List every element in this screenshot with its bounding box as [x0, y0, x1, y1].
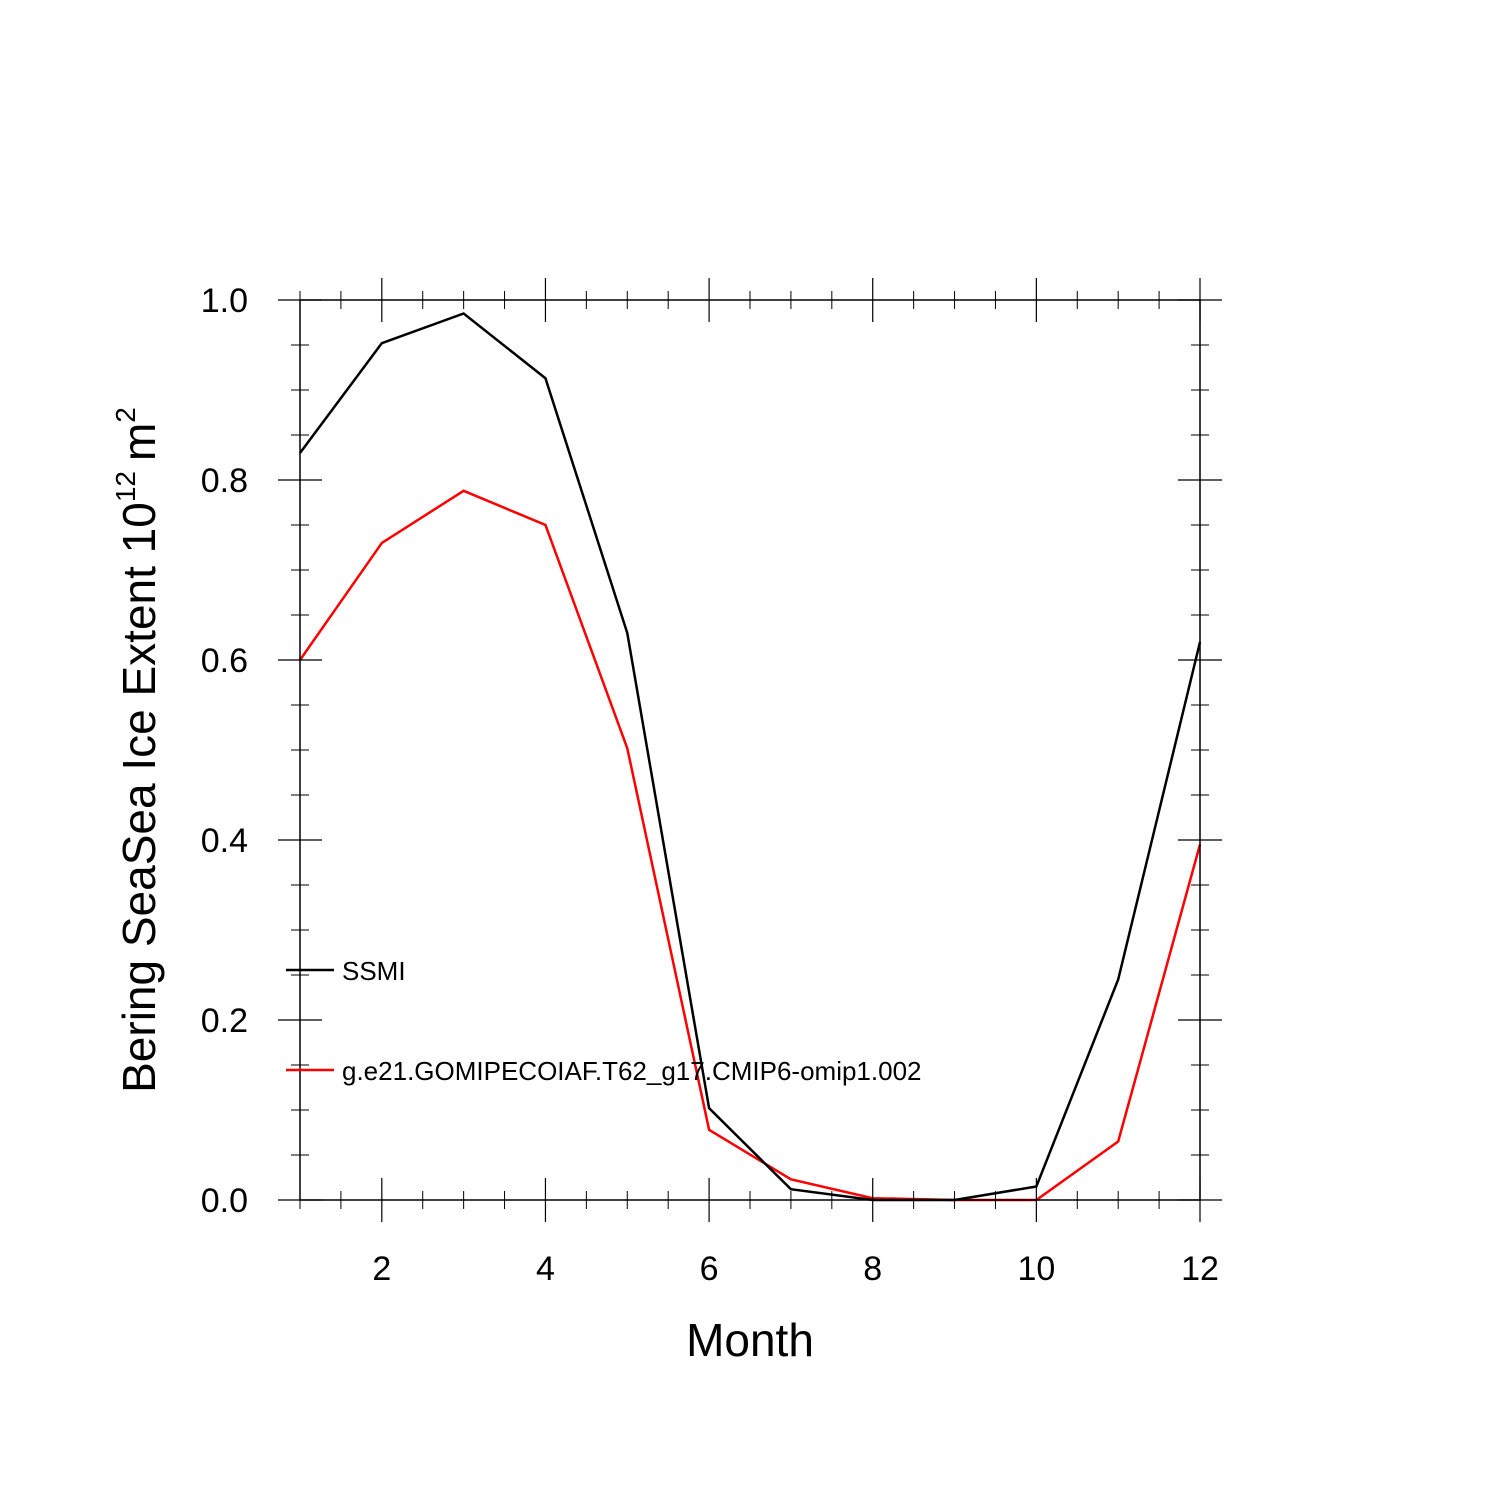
x-tick-label: 12 — [1181, 1250, 1219, 1288]
series-layer — [298, 312, 1202, 1202]
y-axis-title: Bering SeaSea Ice Extent 1012 m2 — [110, 407, 165, 1093]
legend-label-ssmi: SSMI — [342, 956, 406, 986]
x-tick-label: 4 — [536, 1250, 555, 1288]
series-line-model — [298, 489, 1202, 1202]
x-axis-title: Month — [686, 1314, 814, 1366]
legend-label-model: g.e21.GOMIPECOIAF.T62_g17.CMIP6-omip1.00… — [342, 1056, 922, 1086]
series-line-ssmi — [298, 312, 1202, 1202]
y-axis-title-unit: m — [113, 423, 165, 461]
y-tick-label: 1.0 — [201, 282, 248, 320]
tick-layer — [278, 278, 1222, 1222]
y-axis-title-prefix: Bering SeaSea Ice Extent 10 — [113, 502, 165, 1093]
y-axis-title-exponent: 12 — [110, 471, 141, 502]
y-tick-label: 0.6 — [201, 642, 248, 680]
x-tick-label: 10 — [1017, 1250, 1055, 1288]
x-tick-label: 8 — [863, 1250, 882, 1288]
x-tick-label: 2 — [372, 1250, 391, 1288]
x-tick-label: 6 — [700, 1250, 719, 1288]
y-tick-label: 0.0 — [201, 1182, 248, 1220]
tick-label-layer: 2 4 6 8 10 12 0.0 0.2 0.4 0.6 0.8 1.0 — [201, 282, 1219, 1288]
y-axis-title-unit-exponent: 2 — [110, 407, 141, 423]
y-tick-label: 0.2 — [201, 1002, 248, 1040]
y-tick-label: 0.4 — [201, 822, 248, 860]
legend: SSMI g.e21.GOMIPECOIAF.T62_g17.CMIP6-omi… — [286, 956, 922, 1086]
y-tick-label: 0.8 — [201, 462, 248, 500]
